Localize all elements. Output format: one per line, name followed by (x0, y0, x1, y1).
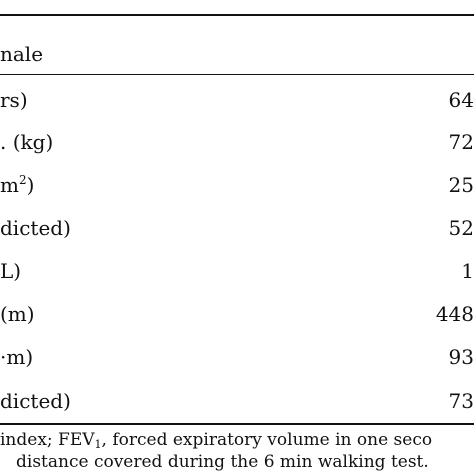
row-2-value: 72 (448, 130, 474, 154)
row-4-value: 52 (448, 216, 474, 240)
row-3-value: 25 (448, 173, 474, 197)
row-6-label: (m) (0, 302, 35, 326)
row-5-value: 1 (461, 259, 474, 283)
row-1-value: 64 (448, 88, 474, 112)
row-8-value: 73 (448, 389, 474, 413)
row-1-label: rs) (0, 88, 28, 112)
row-3-label: m2) (0, 173, 34, 197)
footnote-line-1-a: index; FEV (0, 430, 95, 450)
footnote-line-1-b: , forced expiratory volume in one seco (101, 430, 433, 450)
row-7-label: ·m) (0, 345, 34, 369)
footnote-line-1-sub: 1 (94, 438, 102, 451)
table-header-fragment: nale (0, 42, 44, 66)
row-8-label: dicted) (0, 389, 71, 413)
row-2-label: . (kg) (0, 130, 54, 154)
row-3-label-sup: 2 (18, 173, 27, 187)
table-bottom-rule (0, 423, 474, 425)
row-5-label: L) (0, 259, 22, 283)
table-top-rule (0, 14, 474, 16)
row-6-value: 448 (435, 302, 474, 326)
row-4-label: dicted) (0, 216, 71, 240)
row-7-value: 93 (448, 345, 474, 369)
row-3-label-text: m (0, 173, 19, 197)
footnote-line-2: distance covered during the 6 min walkin… (16, 452, 429, 472)
row-3-label-after: ) (26, 173, 35, 197)
table-header-rule (0, 74, 474, 75)
footnote-line-1: index; FEV1, forced expiratory volume in… (0, 430, 432, 450)
